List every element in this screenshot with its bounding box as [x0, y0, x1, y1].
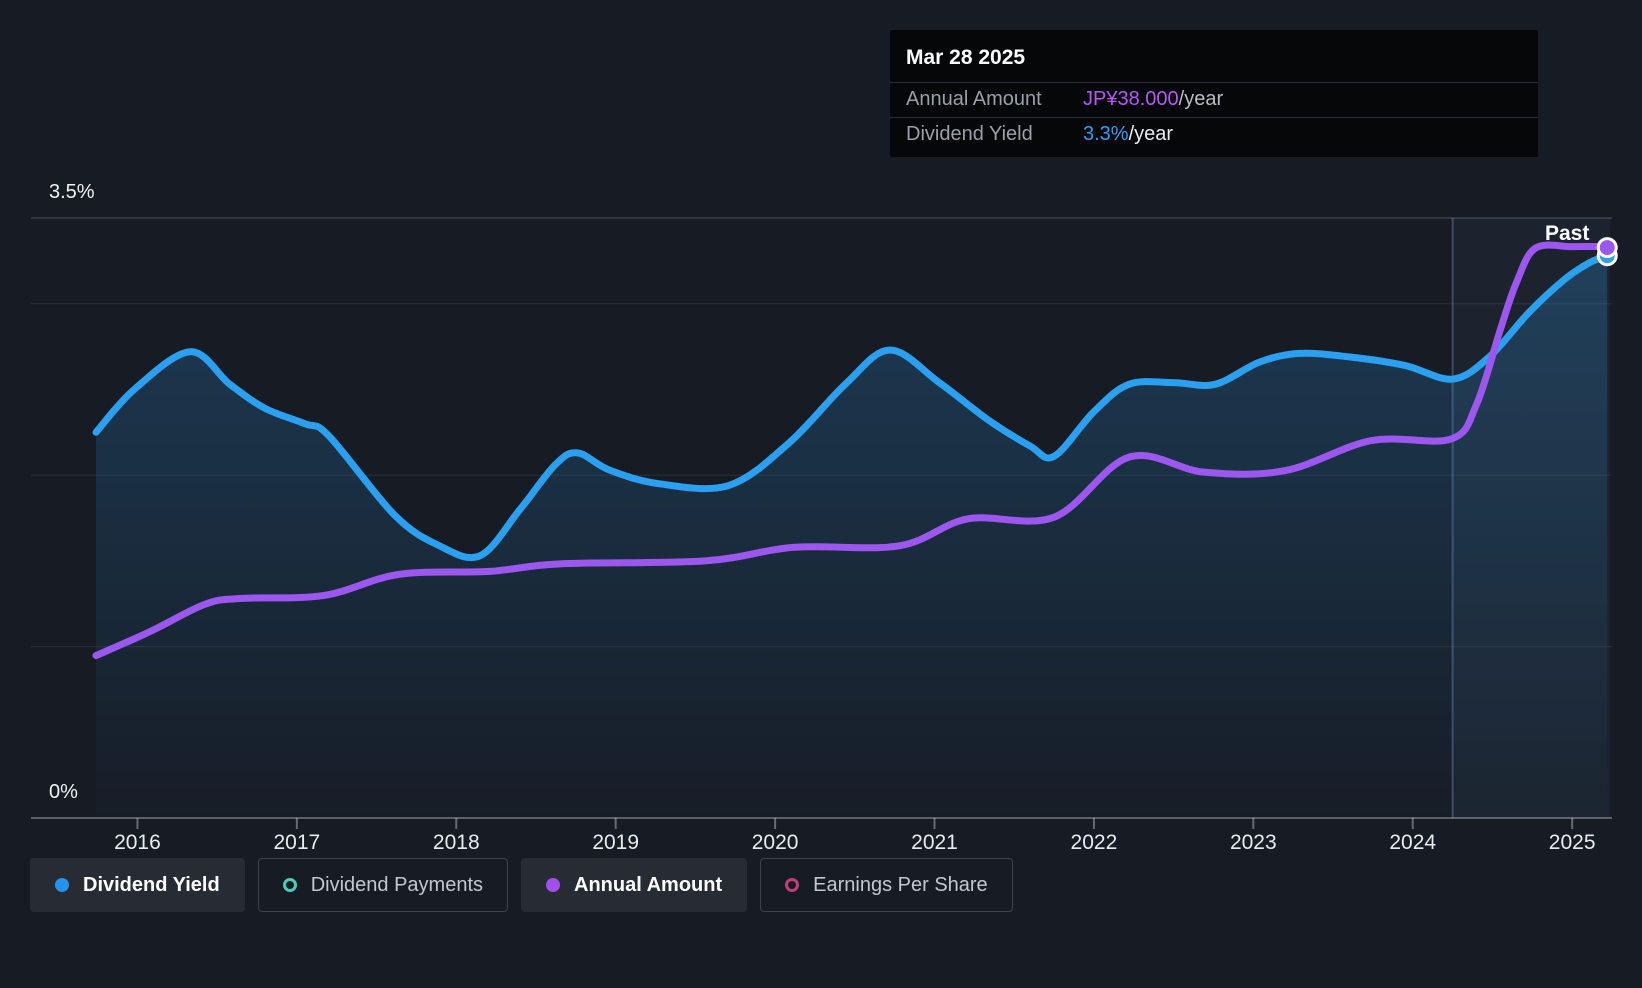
tooltip-label: Annual Amount — [906, 88, 1042, 110]
tooltip-value-annual-amount: JP¥38.000 — [1083, 88, 1179, 110]
tooltip-suffix: /year — [1128, 123, 1174, 145]
x-axis-label: 2021 — [911, 831, 958, 854]
legend-label: Annual Amount — [574, 873, 723, 896]
x-axis-label: 2022 — [1070, 831, 1118, 854]
y-axis-max-label: 3.5% — [49, 181, 95, 203]
legend-label: Dividend Payments — [310, 873, 484, 896]
x-axis-label: 2020 — [751, 831, 799, 854]
tooltip-value-dividend-yield: 3.3% — [1083, 123, 1129, 145]
legend-label: Dividend Yield — [83, 873, 220, 896]
x-axis-label: 2024 — [1389, 831, 1437, 854]
dividend-yield-dot-icon — [55, 878, 69, 892]
x-axis-label: 2025 — [1548, 831, 1596, 854]
dividend-payments-ring-icon — [282, 878, 297, 892]
legend-toggle-annual-amount[interactable]: Annual Amount — [521, 858, 748, 912]
annual-amount-dot-icon — [546, 878, 561, 892]
x-axis-label: 2023 — [1229, 831, 1277, 854]
tooltip-row-dividend-yield: Dividend Yield 3.3% /year — [890, 117, 1538, 152]
chart-legend: Dividend Yield Dividend Payments Annual … — [30, 858, 1013, 912]
x-axis-label: 2017 — [273, 831, 321, 854]
y-axis-zero-label: 0% — [49, 781, 78, 803]
x-axis-label: 2016 — [114, 831, 161, 854]
amount-end-dot — [1596, 237, 1618, 259]
legend-label: Earnings Per Share — [813, 873, 988, 896]
amount-line — [92, 241, 1611, 660]
tooltip-suffix: /year — [1178, 88, 1224, 110]
legend-toggle-dividend-payments[interactable]: Dividend Payments — [257, 858, 509, 912]
yield-area — [96, 255, 1608, 818]
tooltip-label: Dividend Yield — [906, 123, 1033, 145]
past-annotation: Past — [1545, 222, 1590, 245]
earnings-per-share-ring-icon — [785, 878, 800, 892]
yield-line — [92, 252, 1611, 562]
legend-toggle-earnings-per-share[interactable]: Earnings Per Share — [760, 858, 1013, 912]
legend-toggle-dividend-yield[interactable]: Dividend Yield — [30, 858, 245, 912]
x-axis-label: 2018 — [432, 831, 480, 854]
tooltip-date: Mar 28 2025 — [906, 46, 1026, 69]
x-axis-label: 2019 — [592, 831, 640, 854]
chart-tooltip: Mar 28 2025 Annual Amount JP¥38.000 /yea… — [890, 30, 1538, 157]
tooltip-row-annual-amount: Annual Amount JP¥38.000 /year — [890, 82, 1538, 117]
